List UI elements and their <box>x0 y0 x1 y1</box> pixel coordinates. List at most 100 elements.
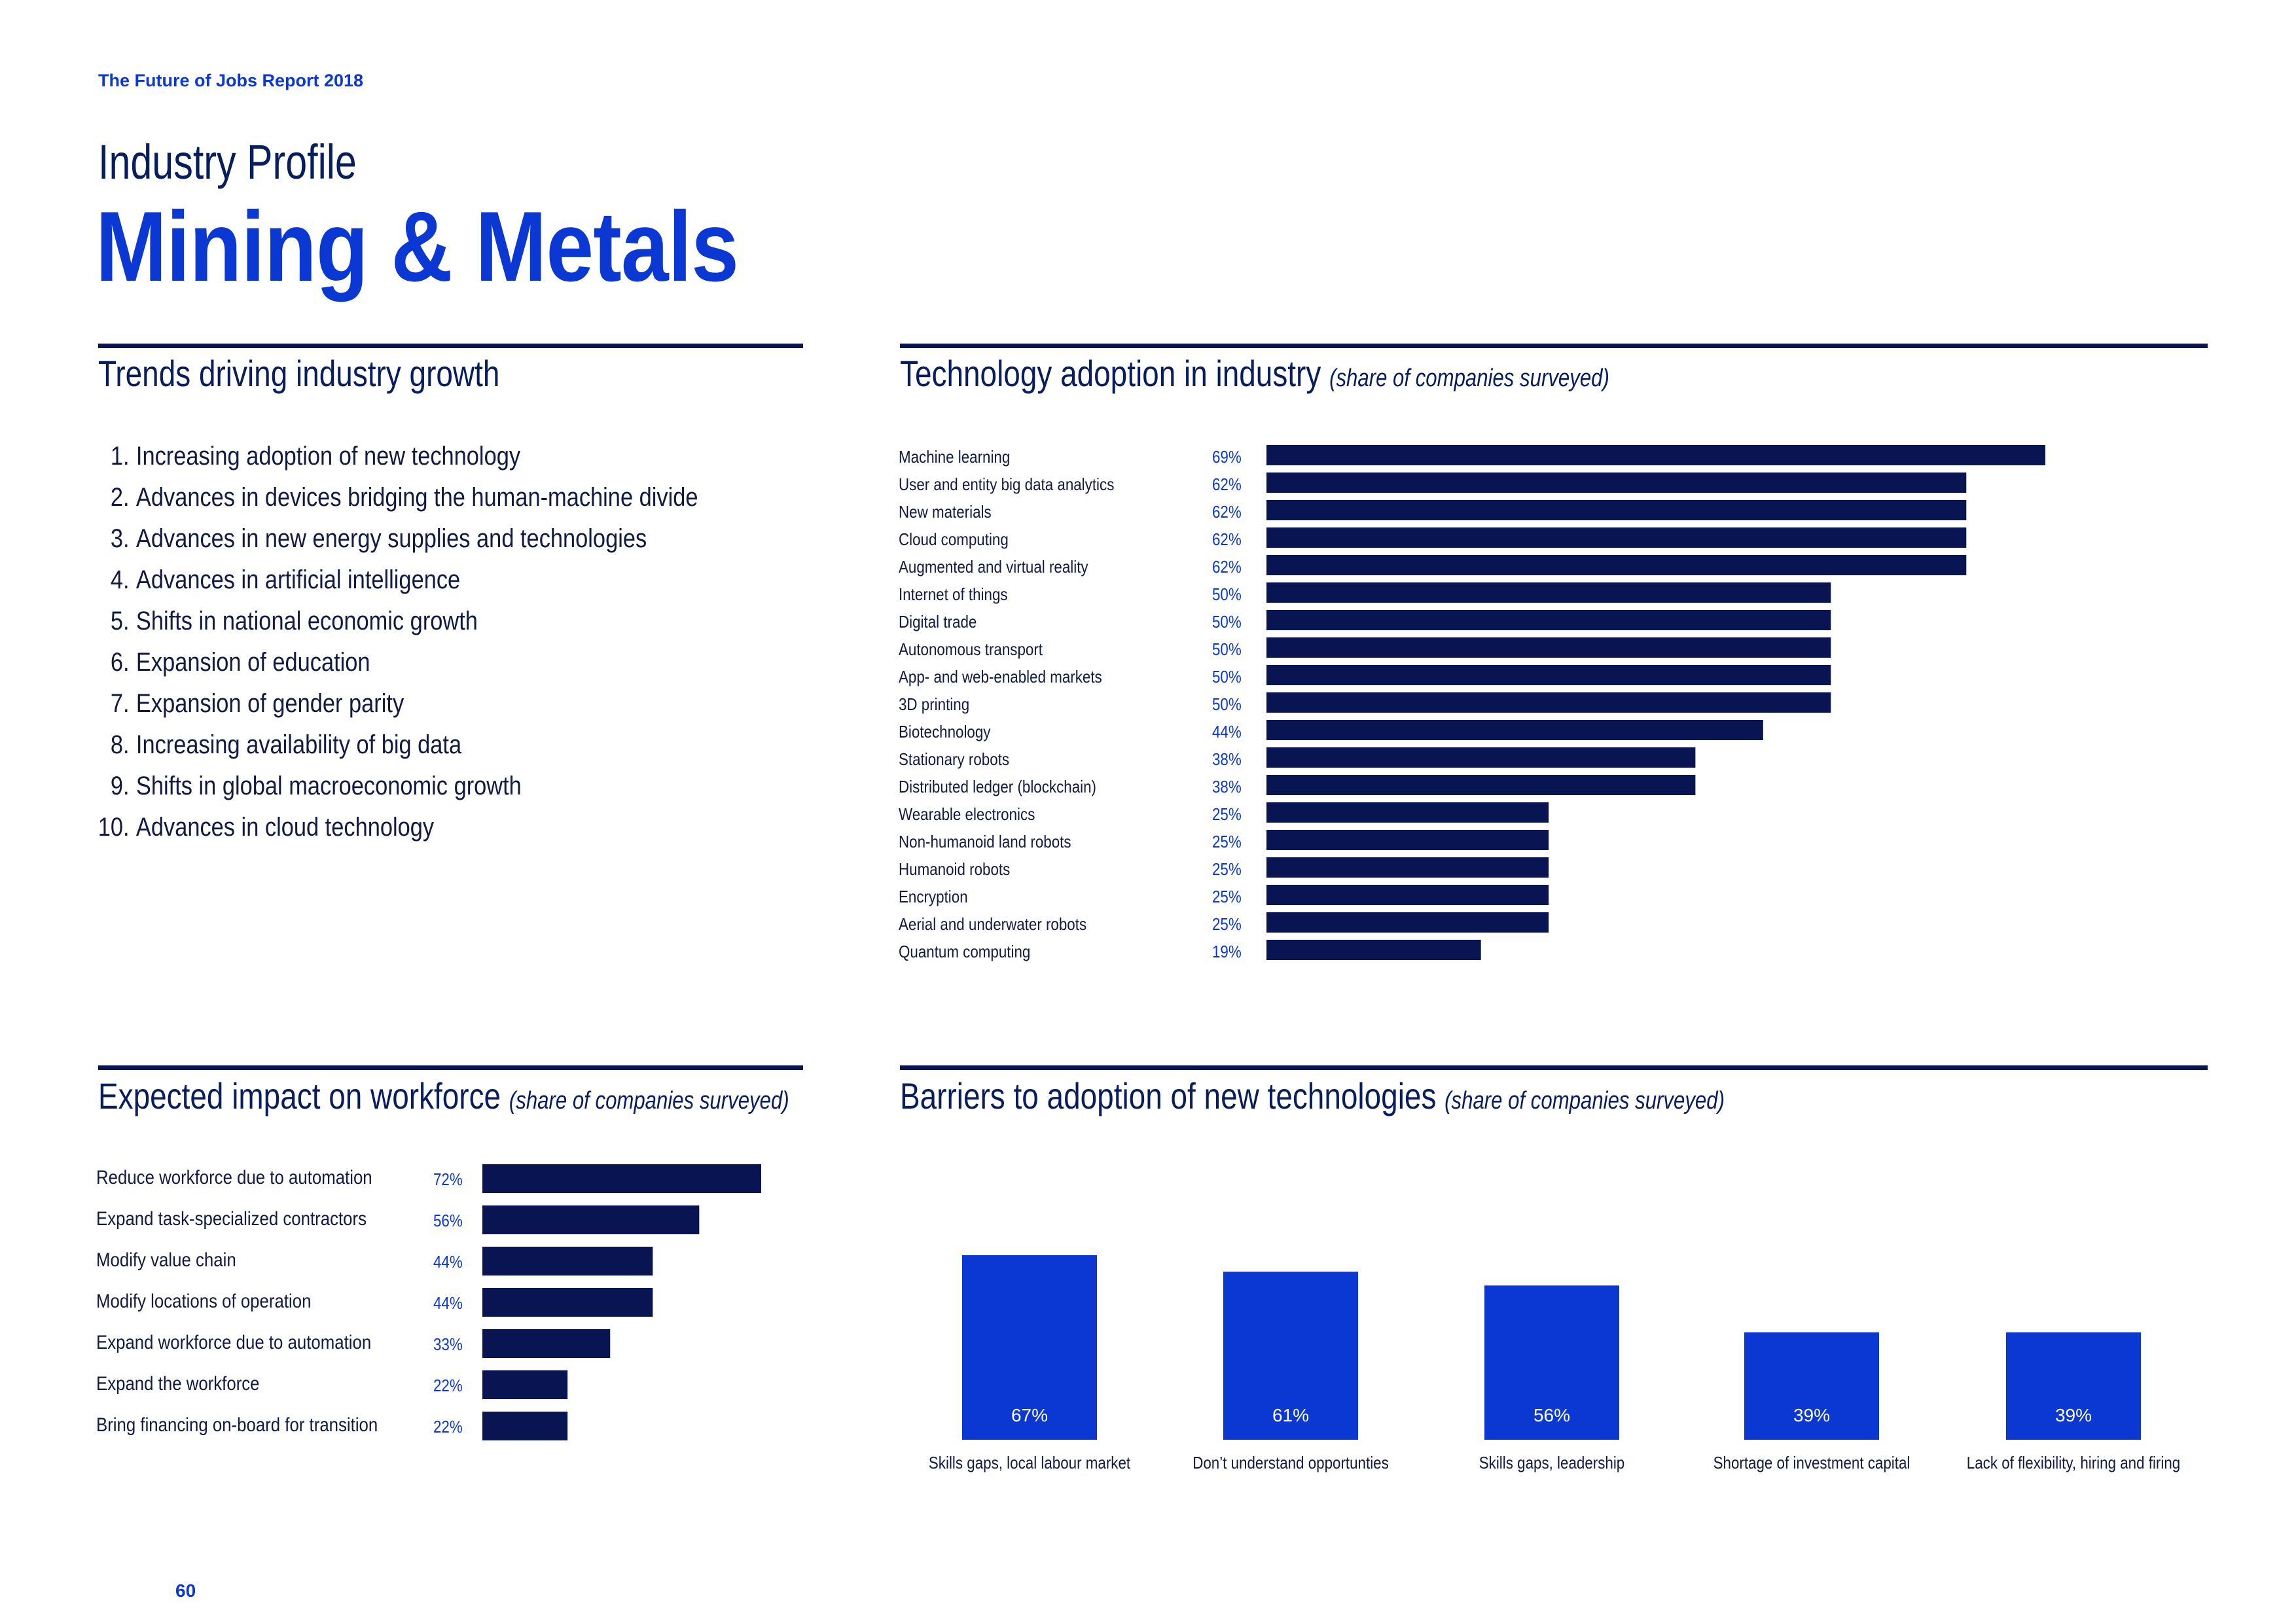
barrier-bar <box>2006 1332 2141 1440</box>
workforce-category-label: Expand workforce due to automation <box>96 1332 372 1353</box>
workforce-bar <box>482 1288 653 1317</box>
tech-title: Technology adoption in industry <box>900 353 1321 394</box>
tech-category-label: Digital trade <box>899 612 977 632</box>
tech-bar <box>1266 692 1831 713</box>
tech-value-label: 25% <box>1212 832 1242 851</box>
trend-number: 6. <box>110 648 130 677</box>
workforce-subtitle: (share of companies surveyed) <box>509 1087 789 1115</box>
tech-category-label: Non-humanoid land robots <box>899 832 1071 851</box>
trend-item: 7. Expansion of gender parity <box>96 689 698 730</box>
trends-title: Trends driving industry growth <box>98 353 500 394</box>
tech-category-label: Autonomous transport <box>899 639 1043 659</box>
workforce-category-label: Modify value chain <box>96 1249 236 1271</box>
tech-bar <box>1266 445 2045 465</box>
trend-number: 5. <box>110 607 130 635</box>
tech-category-label: App- and web-enabled markets <box>899 667 1102 687</box>
tech-bar <box>1266 940 1481 960</box>
workforce-category-label: Expand task-specialized contractors <box>96 1208 367 1230</box>
tech-category-label: Internet of things <box>899 584 1008 604</box>
barrier-value-label: 39% <box>1793 1405 1831 1425</box>
tech-value-label: 62% <box>1212 502 1242 522</box>
workforce-value-label: 56% <box>433 1211 463 1230</box>
tech-bar <box>1266 610 1831 630</box>
tech-value-label: 50% <box>1212 639 1242 659</box>
trend-label: Advances in devices bridging the human-m… <box>135 483 698 512</box>
barrier-value-label: 39% <box>2054 1405 2092 1425</box>
trend-label: Expansion of gender parity <box>135 689 404 718</box>
trend-label: Advances in cloud technology <box>135 813 435 842</box>
barrier-category-label: Shortage of investment capital <box>1713 1453 1910 1472</box>
workforce-category-label: Bring financing on-board for transition <box>96 1414 378 1436</box>
workforce-bar <box>482 1205 700 1234</box>
trend-item: 10. Advances in cloud technology <box>96 813 698 854</box>
trend-number: 1. <box>110 442 130 471</box>
barrier-bar <box>1223 1272 1358 1440</box>
tech-bar <box>1266 637 1831 658</box>
trend-number: 2. <box>110 483 130 512</box>
trend-number: 3. <box>110 524 130 553</box>
tech-bar <box>1266 500 1967 520</box>
trend-number: 8. <box>110 730 130 759</box>
trend-item: 9. Shifts in global macroeconomic growth <box>96 772 698 813</box>
tech-category-label: Machine learning <box>899 447 1011 467</box>
workforce-category-label: Reduce workforce due to automation <box>96 1167 372 1188</box>
tech-category-label: User and entity big data analytics <box>899 474 1115 494</box>
trends-list: 1. Increasing adoption of new technology 2… <box>96 442 796 854</box>
tech-value-label: 69% <box>1212 447 1242 467</box>
trend-item: 4. Advances in artificial intelligence <box>96 565 698 607</box>
tech-category-label: Aerial and underwater robots <box>899 914 1087 934</box>
tech-bar <box>1266 473 1967 493</box>
trend-number: 9. <box>110 772 130 800</box>
tech-value-label: 25% <box>1212 859 1242 879</box>
trend-number: 4. <box>110 565 130 594</box>
trends-rule <box>98 344 803 348</box>
tech-value-label: 62% <box>1212 474 1242 494</box>
tech-category-label: Quantum computing <box>899 942 1031 961</box>
barriers-title-block: Barriers to adoption of new technologies… <box>900 1075 1725 1117</box>
trend-item: 1. Increasing adoption of new technology <box>96 442 698 483</box>
barrier-bar <box>1484 1285 1619 1440</box>
trend-label: Increasing availability of big data <box>135 730 462 759</box>
workforce-bar <box>482 1329 611 1358</box>
trend-item: 2. Advances in devices bridging the human… <box>96 483 698 524</box>
tech-value-label: 50% <box>1212 612 1242 632</box>
trend-number: 7. <box>110 689 130 718</box>
tech-title-block: Technology adoption in industry (share o… <box>900 352 1609 395</box>
tech-value-label: 25% <box>1212 887 1242 906</box>
tech-bar <box>1266 582 1831 603</box>
tech-rule <box>900 344 2208 348</box>
workforce-bar <box>482 1164 761 1193</box>
tech-value-label: 62% <box>1212 557 1242 577</box>
tech-category-label: Humanoid robots <box>899 859 1011 879</box>
barriers-subtitle: (share of companies surveyed) <box>1444 1087 1725 1115</box>
barrier-category-label: Skills gaps, leadership <box>1479 1453 1625 1472</box>
tech-value-label: 19% <box>1212 942 1242 961</box>
trend-number: 10. <box>98 813 130 842</box>
tech-bar <box>1266 775 1696 795</box>
barrier-value-label: 61% <box>1272 1405 1310 1425</box>
workforce-value-label: 22% <box>433 1417 463 1436</box>
tech-bar <box>1266 665 1831 685</box>
tech-bar <box>1266 555 1967 575</box>
workforce-category-label: Modify locations of operation <box>96 1291 312 1312</box>
tech-bar <box>1266 857 1549 878</box>
workforce-title: Expected impact on workforce <box>98 1075 501 1116</box>
tech-bar <box>1266 720 1763 740</box>
workforce-category-label: Expand the workforce <box>96 1373 260 1395</box>
tech-value-label: 50% <box>1212 694 1242 714</box>
tech-subtitle: (share of companies surveyed) <box>1329 365 1609 392</box>
workforce-title-block: Expected impact on workforce (share of c… <box>98 1075 789 1117</box>
report-title: The Future of Jobs Report 2018 <box>98 71 364 90</box>
trend-label: Advances in artificial intelligence <box>135 565 461 594</box>
tech-category-label: Wearable electronics <box>899 804 1035 824</box>
tech-category-label: Augmented and virtual reality <box>899 557 1088 577</box>
barrier-category-label: Lack of flexibility, hiring and firing <box>1966 1453 2181 1472</box>
trend-label: Increasing adoption of new technology <box>135 442 521 471</box>
workforce-value-label: 33% <box>433 1334 463 1354</box>
tech-category-label: Cloud computing <box>899 529 1009 549</box>
trend-label: Shifts in global macroeconomic growth <box>135 772 522 800</box>
workforce-rule <box>98 1065 803 1070</box>
barrier-bar <box>962 1255 1097 1440</box>
tech-category-label: 3D printing <box>899 694 970 714</box>
